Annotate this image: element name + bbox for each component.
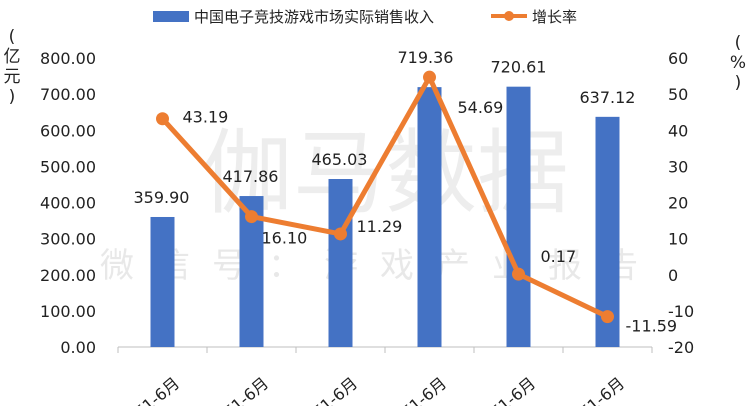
growth-point xyxy=(512,267,525,281)
legend-line-label: 增长率 xyxy=(532,8,577,26)
left-axis-unit: (亿元) xyxy=(4,27,21,107)
right-tick-label: 10 xyxy=(668,230,688,249)
x-category-label: 年1-6月 xyxy=(482,374,539,406)
left-unit-char: 元 xyxy=(4,67,21,87)
x-category-label: 年1-6月 xyxy=(393,374,450,406)
bar xyxy=(595,116,620,348)
growth-point xyxy=(334,227,347,241)
growth-value-label: 0.17 xyxy=(541,247,577,266)
bar xyxy=(150,216,175,347)
x-category-label: 年1-6月 xyxy=(571,374,628,406)
right-axis-unit: (%) xyxy=(730,33,746,93)
left-tick-label: 400.00 xyxy=(40,194,96,213)
bar-value-label: 637.12 xyxy=(580,88,636,107)
legend: 中国电子竞技游戏市场实际销售收入 增长率 xyxy=(153,8,577,26)
left-tick-label: 600.00 xyxy=(40,121,96,140)
bar-value-label: 465.03 xyxy=(312,150,368,169)
growth-line-path xyxy=(160,74,609,319)
left-tick-label: 500.00 xyxy=(40,157,96,176)
left-unit-char: 亿 xyxy=(4,47,21,67)
left-tick-label: 200.00 xyxy=(40,266,96,285)
x-category-label: 年1-6月 xyxy=(304,374,361,406)
growth-value-label: 54.69 xyxy=(458,98,504,117)
legend-bar-label: 中国电子竞技游戏市场实际销售收入 xyxy=(194,8,434,26)
left-unit-open-paren: ( xyxy=(9,27,16,47)
left-tick-label: 100.00 xyxy=(40,302,96,321)
left-unit-close-paren: ) xyxy=(9,87,16,107)
bar-value-label: 720.61 xyxy=(491,58,547,77)
right-tick-label: 30 xyxy=(668,157,688,176)
right-tick-label: 50 xyxy=(668,85,688,104)
growth-value-label: 11.29 xyxy=(357,217,403,236)
legend-bar-swatch xyxy=(153,11,189,22)
bar xyxy=(506,86,531,348)
growth-point xyxy=(423,70,436,84)
right-unit-close-paren: ) xyxy=(735,73,742,93)
left-tick-label: 800.00 xyxy=(40,49,96,68)
left-tick-label: 700.00 xyxy=(40,85,96,104)
growth-point xyxy=(601,310,614,324)
right-unit-char: % xyxy=(730,53,746,73)
x-category-label: 年1-6月 xyxy=(126,374,183,406)
right-tick-label: 40 xyxy=(668,121,688,140)
left-tick-label: 300.00 xyxy=(40,230,96,249)
watermark-sub: 微信号：游戏产业报告 xyxy=(100,246,660,286)
growth-value-label: 43.19 xyxy=(183,108,229,127)
growth-value-label: -11.59 xyxy=(626,317,678,336)
right-tick-label: 60 xyxy=(668,49,688,68)
right-tick-label: -20 xyxy=(668,338,694,357)
bar-value-label: 417.86 xyxy=(223,167,279,186)
right-tick-label: 20 xyxy=(668,194,688,213)
right-axis: -20 -10 0 10 20 30 40 50 60 xyxy=(668,49,694,357)
legend-line-marker xyxy=(504,11,514,21)
right-tick-label: 0 xyxy=(668,266,678,285)
growth-point xyxy=(245,210,258,224)
right-tick-label: -10 xyxy=(668,302,694,321)
growth-point xyxy=(156,112,169,126)
right-unit-open-paren: ( xyxy=(735,33,742,53)
x-category-label: 年1-6月 xyxy=(215,374,272,406)
bar-data-labels: 359.90 417.86 465.03 719.36 720.61 637.12 xyxy=(134,48,636,207)
bar xyxy=(328,179,353,347)
bar-value-label: 359.90 xyxy=(134,188,190,207)
growth-line xyxy=(156,70,614,324)
left-axis: 0.00 100.00 200.00 300.00 400.00 500.00 600.00… xyxy=(40,49,96,357)
bar xyxy=(417,87,442,348)
x-axis-ticks: 年1-6月 年1-6月 年1-6月 年1-6月 年1-6月 年1-6月 xyxy=(117,347,653,406)
bar-value-label: 719.36 xyxy=(398,48,454,67)
left-tick-label: 0.00 xyxy=(60,338,96,357)
growth-value-label: 16.10 xyxy=(262,229,308,248)
line-data-labels: 43.19 16.10 11.29 54.69 0.17 -11.59 xyxy=(183,98,678,335)
